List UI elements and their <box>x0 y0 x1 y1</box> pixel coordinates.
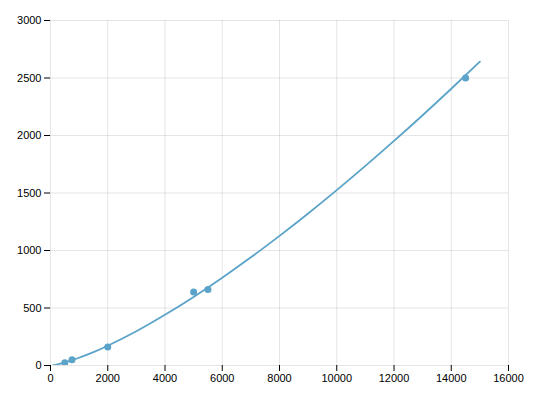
svg-text:2000: 2000 <box>17 129 41 141</box>
svg-text:500: 500 <box>23 302 41 314</box>
svg-text:3000: 3000 <box>17 14 41 26</box>
svg-text:1000: 1000 <box>17 244 41 256</box>
svg-text:1500: 1500 <box>17 187 41 199</box>
svg-text:8000: 8000 <box>267 372 291 384</box>
svg-text:2000: 2000 <box>96 372 120 384</box>
svg-text:10000: 10000 <box>321 372 352 384</box>
svg-text:2500: 2500 <box>17 72 41 84</box>
svg-text:4000: 4000 <box>153 372 177 384</box>
svg-text:12000: 12000 <box>379 372 410 384</box>
svg-text:0: 0 <box>47 372 53 384</box>
svg-text:0: 0 <box>35 359 41 371</box>
svg-text:14000: 14000 <box>436 372 467 384</box>
svg-text:16000: 16000 <box>493 372 524 384</box>
svg-text:6000: 6000 <box>210 372 234 384</box>
